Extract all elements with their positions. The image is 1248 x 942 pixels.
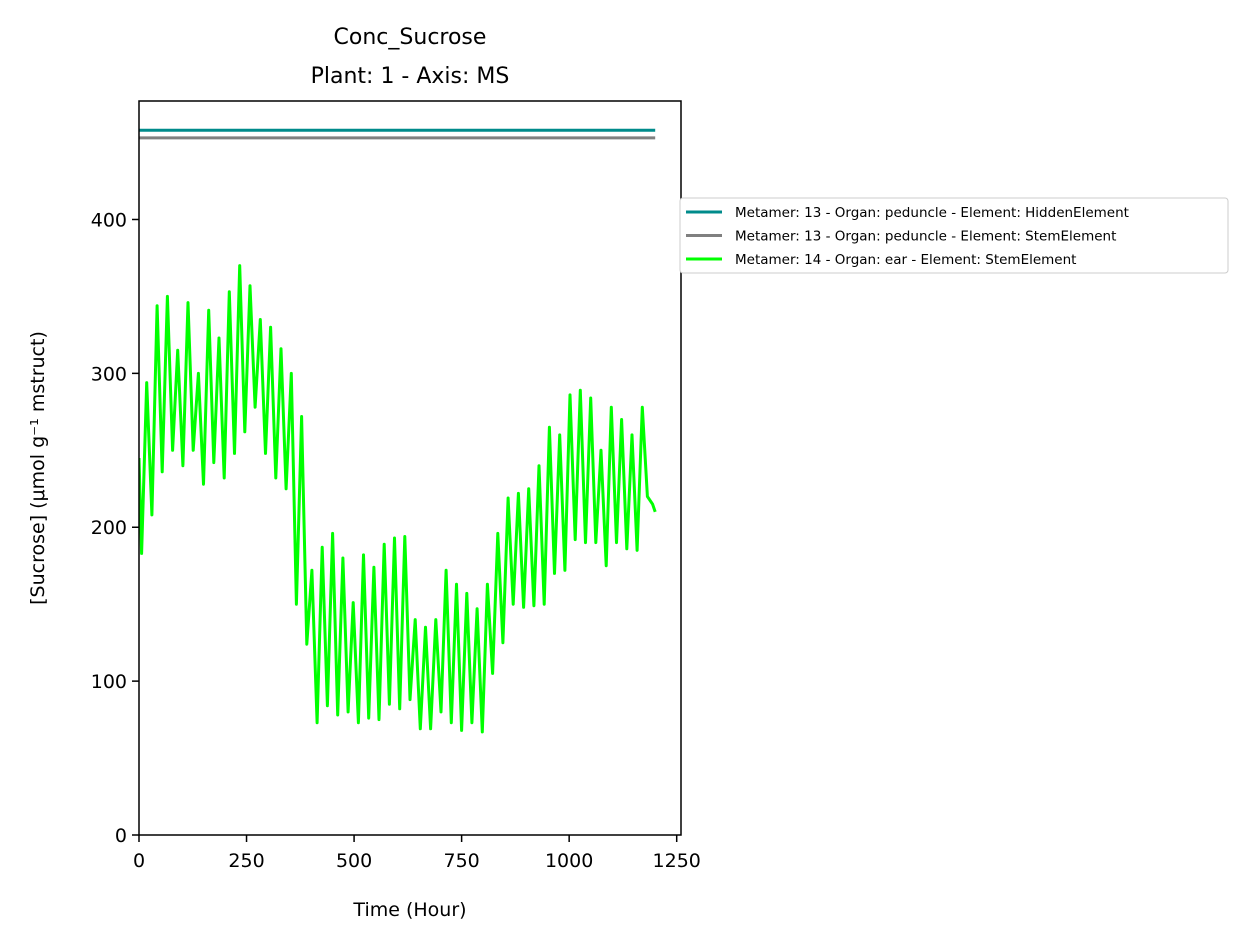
legend: Metamer: 13 - Organ: peduncle - Element:… [679,197,1229,274]
y-axis: 0 100 200 300 400 [91,209,139,847]
y-axis-label: [Sucrose] (μmol g⁻¹ mstruct) [27,331,49,605]
x-tick-label: 750 [443,850,479,872]
x-tick-label: 0 [133,850,145,872]
legend-label-1: Metamer: 13 - Organ: peduncle - Element:… [735,205,1129,221]
x-tick-label: 1000 [545,850,593,872]
legend-label-3: Metamer: 14 - Organ: ear - Element: Stem… [735,252,1076,268]
legend-frame [679,197,1229,274]
chart-title: Conc_Sucrose [334,25,487,50]
x-axis: 0 250 500 750 1000 1250 [133,835,701,872]
x-tick-label: 500 [336,850,372,872]
series-layer [139,128,657,734]
plot-area-frame [138,100,682,836]
y-tick-label: 100 [91,671,127,693]
y-tick-label: 400 [91,209,127,231]
y-tick-label: 200 [91,517,127,539]
chart-subtitle: Plant: 1 - Axis: MS [311,64,510,89]
x-tick-label: 1250 [653,850,701,872]
x-tick-label: 250 [228,850,264,872]
y-tick-label: 300 [91,363,127,385]
legend-label-2: Metamer: 13 - Organ: peduncle - Element:… [735,229,1116,245]
x-axis-label: Time (Hour) [352,899,466,921]
y-tick-label: 0 [115,825,127,847]
series-line-3 [139,264,657,734]
